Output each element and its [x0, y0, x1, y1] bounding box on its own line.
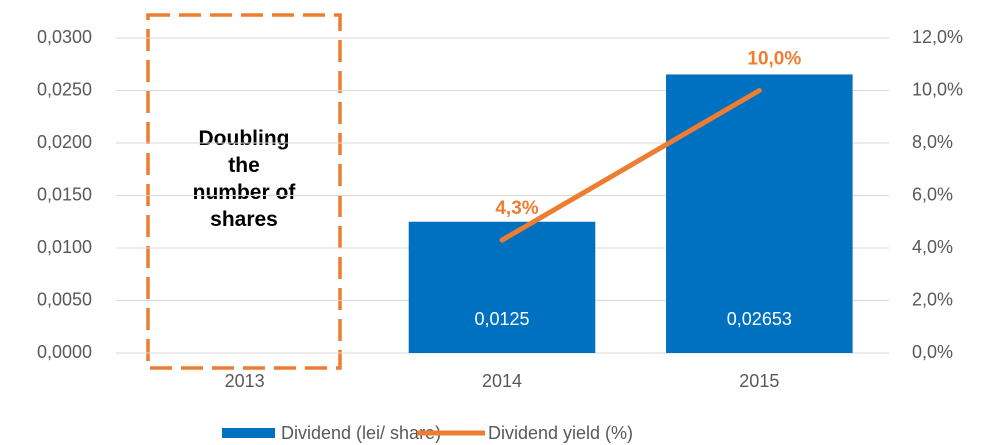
bar-label: 0,02653 — [727, 309, 792, 329]
y-tick-label: 0,0250 — [37, 79, 92, 99]
y-tick-label: 0,0300 — [37, 27, 92, 47]
legend-label: Dividend (lei/ share) — [281, 423, 441, 443]
y2-tick-label: 10,0% — [912, 79, 963, 99]
x-tick-label: 2014 — [482, 371, 522, 391]
y2-tick-label: 4,0% — [912, 237, 953, 257]
bar — [408, 221, 596, 353]
line — [499, 88, 762, 243]
y-tick-label: 0,0200 — [37, 132, 92, 152]
y2-tick-label: 8,0% — [912, 132, 953, 152]
bar — [666, 74, 853, 353]
bar-label: 0,0125 — [474, 309, 529, 329]
x-tick-label: 2015 — [739, 371, 779, 391]
annotation-box — [146, 13, 342, 370]
legend-swatch — [222, 428, 275, 438]
y-tick-label: 0,0150 — [37, 184, 92, 204]
line-label: 4,3% — [495, 198, 538, 219]
annotation: Doubling the number of shares — [192, 127, 296, 231]
annotation-wrap: Doubling the number of shares — [192, 127, 296, 231]
line-label: 10,0% — [747, 49, 801, 70]
x-tick-label: 2013 — [225, 371, 265, 391]
y-tick-label: 0,0100 — [37, 237, 92, 257]
legend-label: Dividend yield (%) — [488, 423, 633, 443]
y2-tick-label: 12,0% — [912, 27, 963, 47]
y-tick-label: 0,0000 — [37, 342, 92, 362]
y2-tick-label: 2,0% — [912, 289, 953, 309]
y2-tick-label: 0,0% — [912, 342, 953, 362]
y-tick-label: 0,0050 — [37, 289, 92, 309]
y2-tick-label: 6,0% — [912, 184, 953, 204]
